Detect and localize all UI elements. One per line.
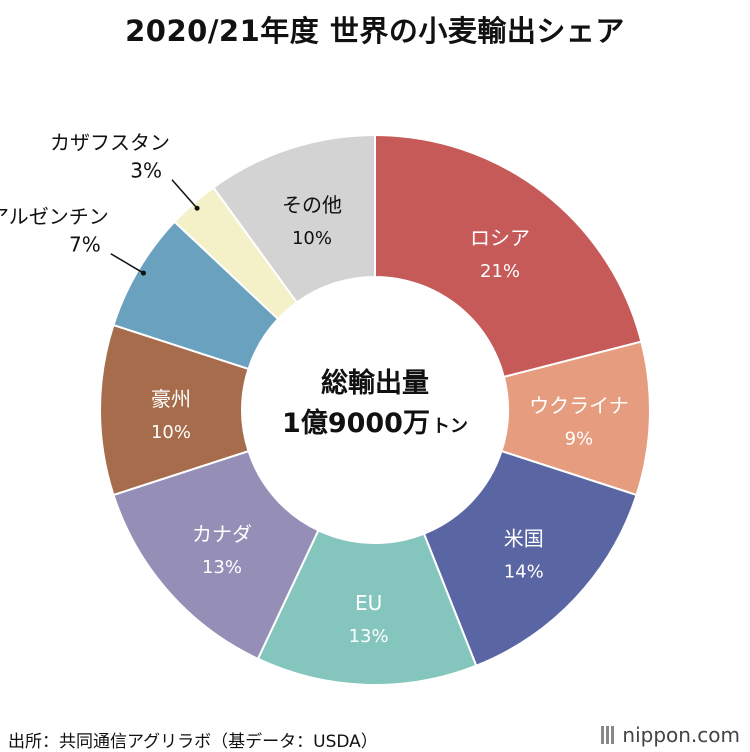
center-total: 1億9000万 トン [282,408,468,439]
donut-slices [99,133,651,686]
leader-dot-7 [194,205,200,211]
slice-name-4: カナダ [192,522,252,546]
slice-2 [422,449,638,667]
slice-value-6: 7% [69,233,101,257]
slice-name-5: 豪州 [151,387,191,411]
leader-line-6 [110,253,144,274]
slice-value-1: 9% [565,428,594,449]
chart-title: 2020/21年度 世界の小麦輸出シェア [125,14,625,48]
slice-value-0: 21% [480,261,520,282]
slice-name-6: アルゼンチン [0,205,109,229]
slice-value-4: 13% [202,557,242,578]
center-total-unit: トン [432,416,468,437]
slice-name-7: カザフスタン [50,131,170,155]
slice-name-8: その他 [282,193,342,217]
brand-name: nippon.com [622,723,740,747]
source-note: 出所：共同通信アグリラボ（基データ：USDA） [8,732,378,752]
slice-name-3: EU [355,591,382,615]
slice-value-8: 10% [292,228,332,249]
slice-0 [374,133,643,379]
slice-name-2: 米国 [504,527,544,551]
slice-value-7: 3% [130,159,162,183]
slice-name-1: ウクライナ [529,393,629,417]
slice-3 [256,529,478,686]
slice-labels: ロシア 21% ウクライナ 9% 米国 14% EU 13% カナダ 13% 豪州 10% アルゼンチン… [0,131,629,647]
leader-dot-6 [140,270,146,276]
center-total-value: 1億9000万 [282,408,430,439]
slice-value-2: 14% [504,562,544,583]
leader-line-7 [171,179,198,209]
center-title: 総輸出量 [321,367,429,399]
slice-value-3: 13% [349,626,389,647]
brand-logo: nippon.com [601,723,740,749]
slice-value-5: 10% [151,422,191,443]
slice-name-0: ロシア [470,226,530,250]
brand-icon [601,725,616,749]
slice-8 [211,133,376,304]
slice-4 [112,449,320,661]
